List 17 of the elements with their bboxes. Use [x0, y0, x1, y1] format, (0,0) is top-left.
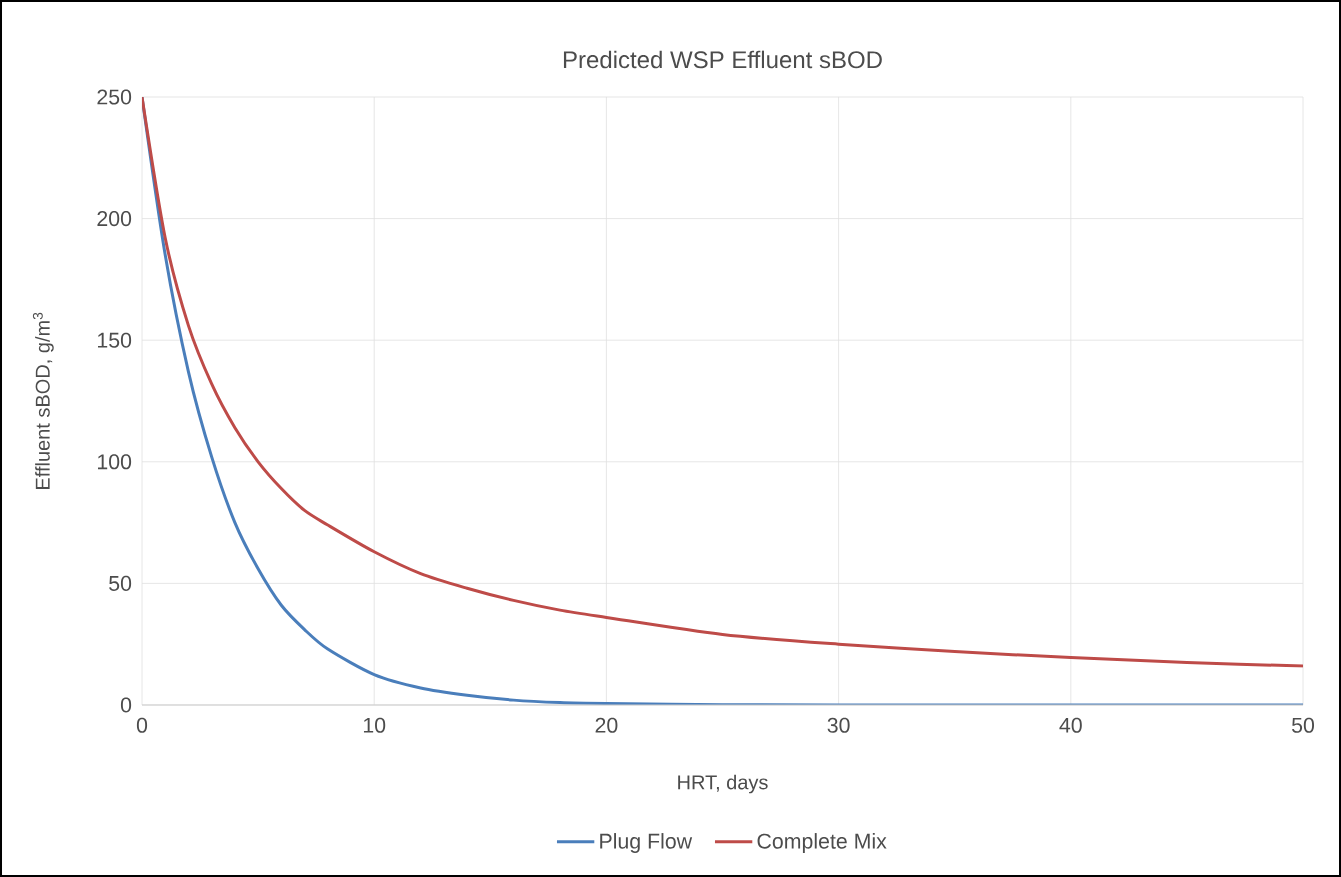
- x-tick-label: 20: [595, 717, 618, 733]
- y-tick-label: 200: [97, 211, 132, 227]
- chart-title: Predicted WSP Effluent sBOD: [563, 50, 882, 69]
- x-tick-label: 40: [1059, 717, 1082, 733]
- y-tick-label: 50: [109, 575, 132, 591]
- x-tick-label: 10: [363, 717, 386, 733]
- x-axis-title: HRT, days: [678, 774, 768, 794]
- x-tick-label: 50: [1291, 717, 1315, 733]
- legend-label: Complete Mix: [757, 833, 887, 853]
- x-tick-label: 30: [827, 717, 850, 733]
- y-tick-label: 150: [98, 332, 132, 348]
- x-tick-label: 0: [136, 717, 148, 733]
- y-tick-label: 100: [98, 454, 132, 470]
- y-tick-label: 250: [97, 89, 132, 105]
- y-axis-title: Effluent sBOD, g/m$^{3}$: [32, 312, 54, 489]
- legend-label: Plug Flow: [600, 833, 693, 853]
- y-tick-label: 0: [120, 697, 132, 713]
